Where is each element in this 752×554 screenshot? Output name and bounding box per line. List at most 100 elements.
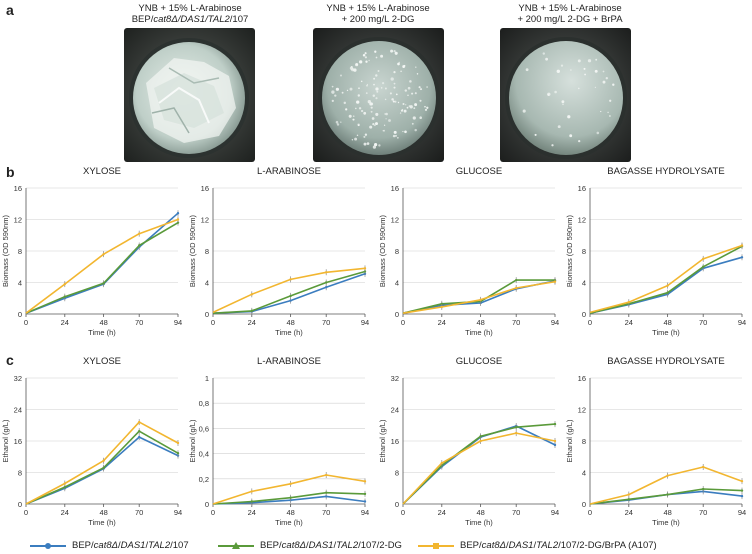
x-tick-label: 0 — [24, 318, 28, 327]
colony — [414, 128, 417, 132]
y-tick-label: 12 — [578, 406, 586, 415]
colony — [426, 106, 429, 109]
colony — [374, 124, 376, 127]
colony — [595, 58, 598, 61]
colony — [411, 122, 414, 125]
x-tick-label: 48 — [286, 508, 294, 517]
legend-item-2: BEP/cat8Δ/DAS1/TAL2/107/2-DG — [218, 540, 402, 551]
y-tick-label: 32 — [391, 374, 399, 383]
colony — [399, 112, 402, 114]
colony — [365, 60, 368, 63]
colony — [409, 105, 413, 109]
x-tick-label: 24 — [61, 508, 69, 517]
y-tick-label: 12 — [14, 216, 22, 225]
data-point — [740, 494, 744, 498]
colony — [402, 130, 404, 133]
y-tick-label: 0 — [395, 500, 399, 509]
colony — [547, 92, 551, 96]
colony — [372, 145, 376, 149]
y-tick-label: 0 — [205, 310, 209, 319]
colony — [354, 137, 358, 141]
data-point — [363, 270, 367, 273]
colony — [419, 99, 422, 102]
chart-title: XYLOSE — [83, 166, 121, 177]
colony — [557, 125, 561, 129]
data-point — [440, 461, 444, 465]
y-tick-label: 1 — [205, 374, 209, 383]
y-tick-label: 4 — [582, 469, 586, 478]
colony — [405, 104, 407, 106]
colony — [395, 135, 397, 137]
panel-label-a: a — [6, 2, 14, 18]
colony — [414, 92, 417, 95]
x-axis-label: Time (h) — [465, 518, 493, 527]
plate-caption-2-line2: + 200 mg/L 2-DG — [341, 14, 415, 25]
colony — [607, 111, 609, 114]
colony — [348, 114, 352, 118]
data-point — [289, 278, 292, 281]
colony — [363, 111, 367, 115]
plate-caption-2-line1: YNB + 15% L-Arabinose — [326, 3, 430, 14]
colony — [380, 54, 384, 58]
y-tick-label: 8 — [395, 247, 399, 256]
legend-label-1: BEP/cat8Δ/DAS1/TAL2/107 — [72, 540, 189, 551]
x-axis-label: Time (h) — [88, 328, 116, 337]
data-point — [324, 491, 328, 494]
series-line-circle — [589, 256, 743, 314]
colony — [384, 98, 387, 101]
colony — [335, 120, 339, 124]
colony — [355, 63, 359, 67]
chart-title: BAGASSE HYDROLYSATE — [607, 356, 724, 367]
x-tick-label: 48 — [286, 318, 294, 327]
chart-title: L-ARABINOSE — [257, 166, 321, 177]
colony — [336, 123, 340, 126]
y-tick-label: 0,8 — [199, 399, 209, 408]
data-point — [63, 295, 67, 298]
x-axis-label: Time (h) — [465, 328, 493, 337]
plate-caption-2: YNB + 15% L-Arabinose + 200 mg/L 2-DG — [278, 3, 478, 25]
colony — [393, 49, 396, 53]
colony — [583, 67, 586, 70]
plate-caption-1-line2: BEP/cat8Δ/DAS1/TAL2/107 — [131, 14, 249, 25]
data-point — [363, 492, 367, 496]
colony — [394, 100, 397, 103]
colony — [411, 92, 414, 95]
colony — [414, 103, 418, 107]
colony — [370, 106, 373, 109]
data-point — [102, 282, 105, 285]
colony — [372, 122, 375, 126]
y-tick-label: 8 — [205, 247, 209, 256]
x-tick-label: 94 — [361, 508, 369, 517]
colony — [578, 139, 581, 143]
colony — [362, 54, 366, 57]
colony — [390, 77, 394, 81]
y-tick-label: 0 — [18, 310, 22, 319]
data-point — [324, 281, 328, 284]
colony — [388, 119, 391, 122]
x-tick-label: 94 — [551, 318, 559, 327]
data-point — [553, 439, 557, 443]
chart-c-2: L-ARABINOSE 0 0,2 0,4 0,6 0,8 1 0 24 48 70 94 Time (… — [188, 356, 369, 527]
data-point — [363, 480, 367, 483]
colony — [351, 139, 354, 141]
colony — [375, 87, 379, 91]
colony — [359, 60, 363, 64]
data-point — [701, 465, 705, 469]
y-tick-label: 0 — [395, 310, 399, 319]
colony — [393, 86, 396, 89]
colony — [368, 59, 370, 62]
x-tick-label: 94 — [551, 508, 559, 517]
colony — [334, 94, 337, 97]
data-point — [250, 293, 254, 296]
colony — [419, 116, 422, 119]
y-tick-label: 4 — [205, 279, 209, 288]
y-tick-label: 16 — [391, 437, 399, 446]
chart-title: GLUCOSE — [456, 356, 502, 367]
colony — [364, 56, 367, 59]
x-axis-label: Time (h) — [88, 518, 116, 527]
colony — [567, 115, 571, 119]
colony — [366, 83, 369, 86]
colony — [372, 94, 376, 97]
colony — [375, 56, 378, 59]
